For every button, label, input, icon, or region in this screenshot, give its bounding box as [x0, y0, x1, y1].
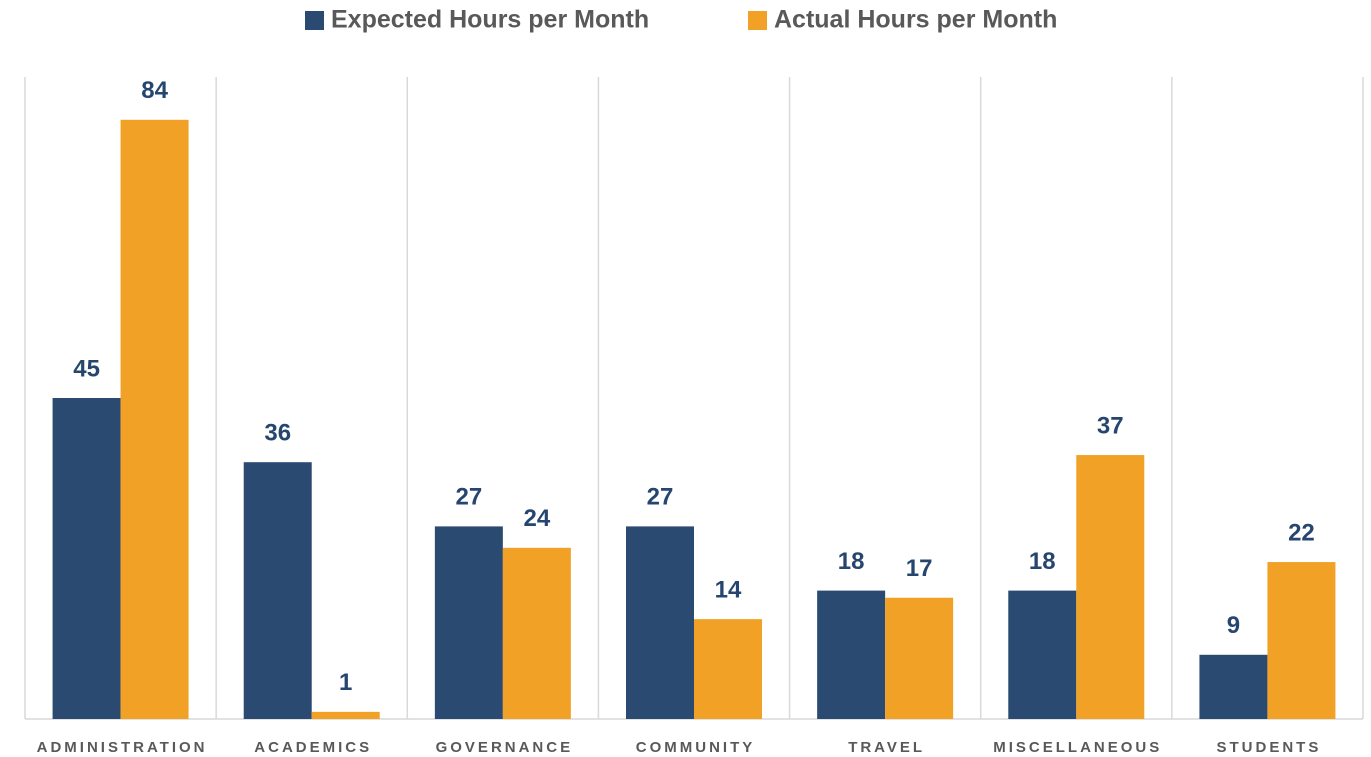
bar: [1008, 590, 1077, 719]
x-tick-label: ADMINISTRATION: [37, 739, 208, 756]
bar: [1267, 562, 1336, 719]
data-label: 36: [264, 420, 291, 447]
bar: [626, 526, 694, 719]
bar: [243, 462, 312, 719]
data-label: 18: [838, 548, 865, 575]
bar: [52, 398, 121, 719]
legend-label: Actual Hours per Month: [774, 6, 1057, 34]
bar: [434, 526, 503, 719]
data-label: 27: [647, 484, 674, 511]
bar: [502, 547, 571, 719]
bar: [1199, 654, 1268, 719]
data-label: 37: [1097, 412, 1124, 439]
bar: [694, 619, 762, 719]
bar: [120, 119, 189, 720]
data-label: 1: [339, 669, 352, 696]
data-label: 17: [906, 555, 933, 582]
bar: [817, 590, 886, 719]
x-tick-label: STUDENTS: [1217, 739, 1322, 756]
legend-label: Expected Hours per Month: [331, 6, 649, 34]
bar: [885, 597, 954, 719]
data-label: 18: [1029, 548, 1056, 575]
data-label: 14: [715, 576, 742, 603]
x-tick-label: ACADEMICS: [254, 739, 372, 756]
x-tick-label: MISCELLANEOUS: [993, 739, 1162, 756]
bar: [311, 711, 380, 719]
x-tick-label: COMMUNITY: [636, 739, 756, 756]
data-label: 22: [1288, 519, 1315, 546]
legend-swatch: [305, 11, 324, 30]
bar: [1076, 455, 1145, 719]
legend-swatch: [748, 11, 767, 30]
data-label: 24: [524, 505, 551, 532]
x-tick-label: GOVERNANCE: [436, 739, 574, 756]
data-label: 45: [73, 355, 100, 382]
data-label: 27: [456, 484, 483, 511]
data-label: 84: [141, 77, 168, 104]
x-tick-label: TRAVEL: [848, 739, 925, 756]
data-label: 9: [1227, 612, 1240, 639]
